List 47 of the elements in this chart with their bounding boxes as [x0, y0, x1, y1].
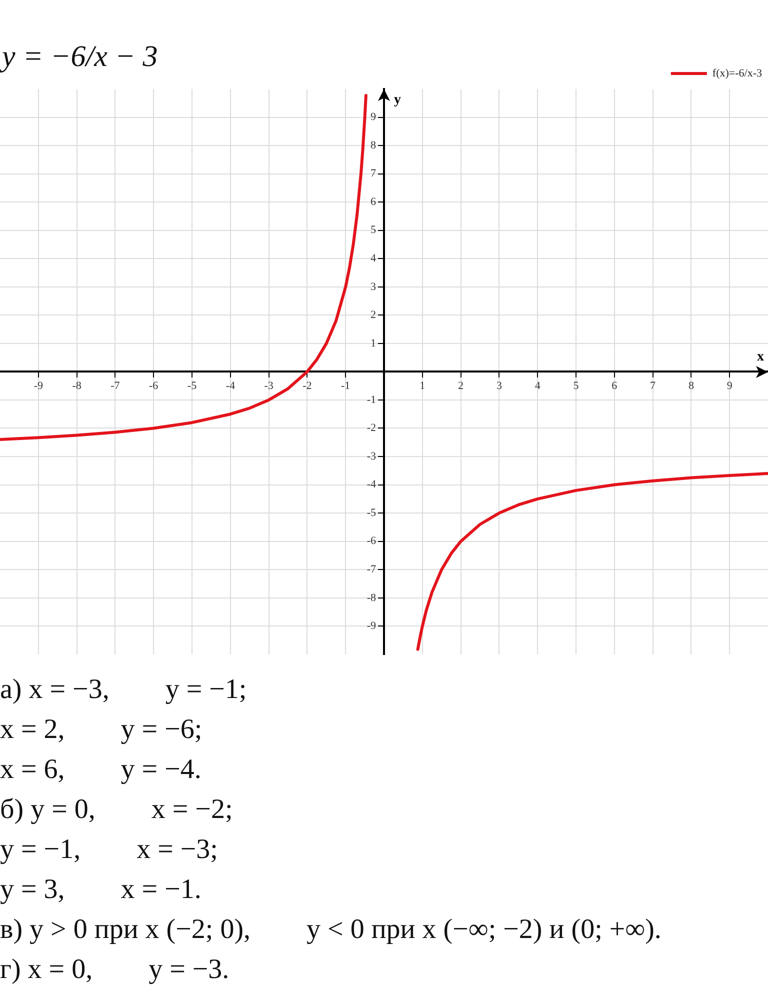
x-tick-label: 3	[496, 380, 502, 392]
y-tick-label: -5	[366, 506, 376, 519]
x-tick-label: -8	[72, 380, 82, 392]
y-tick-label: 3	[370, 280, 376, 293]
x-tick-label: 2	[458, 380, 464, 392]
y-tick-label: 9	[370, 111, 376, 124]
y-tick-label: 6	[370, 196, 376, 208]
x-tick-label: 7	[650, 380, 656, 392]
y-tick-label: 1	[370, 337, 376, 350]
x-axis-title: x	[757, 349, 764, 364]
x-tick-label: -4	[226, 380, 236, 392]
text: x = 2, y = −6;	[0, 713, 204, 747]
x-tick-label: -3	[264, 380, 274, 392]
y-tick-label: -4	[366, 478, 376, 491]
y-tick-label: 8	[370, 139, 376, 152]
x-tick-label: 9	[726, 380, 733, 392]
y-axis-title: y	[394, 92, 401, 108]
x-tick-label: -9	[34, 380, 44, 392]
x-tick-label: -6	[149, 380, 159, 392]
y-tick-label: -9	[366, 620, 376, 632]
y-tick-label: 7	[370, 168, 376, 180]
y-tick-label: 4	[370, 252, 376, 265]
y-tick-label: -3	[366, 450, 376, 462]
x-tick-label: 1	[420, 380, 426, 392]
x-tick-label: -1	[341, 380, 350, 392]
y-tick-label: -8	[366, 592, 376, 604]
text: г) x = 0, y = −3.	[0, 953, 230, 987]
text: в) y > 0 при x (−2; 0), y < 0 при x (−∞; −2) и (0; +∞).	[0, 913, 662, 947]
x-tick-label: 5	[573, 380, 580, 392]
x-tick-label: 4	[534, 380, 541, 392]
y-tick-label: -2	[366, 422, 376, 434]
y-tick-label: 2	[370, 309, 376, 322]
x-tick-label: 6	[612, 380, 618, 392]
text: y = −1, x = −3;	[0, 833, 219, 867]
x-tick-label: 8	[688, 380, 694, 392]
text: y = 3, x = −1.	[0, 873, 202, 907]
text: а) x = −3, y = −1;	[0, 673, 248, 707]
y-tick-label: -7	[366, 563, 376, 576]
text: x = 6, y = −4.	[0, 753, 202, 787]
legend-label: f(x)=-6/x-3	[712, 67, 762, 80]
text: б) y = 0, x = −2;	[0, 793, 234, 827]
y-tick-label: -1	[366, 394, 376, 406]
x-tick-label: -2	[302, 380, 312, 392]
y-tick-label: 5	[370, 224, 376, 236]
x-tick-label: -7	[110, 380, 120, 392]
y-tick-label: -6	[366, 535, 376, 548]
x-tick-label: -5	[187, 380, 198, 392]
